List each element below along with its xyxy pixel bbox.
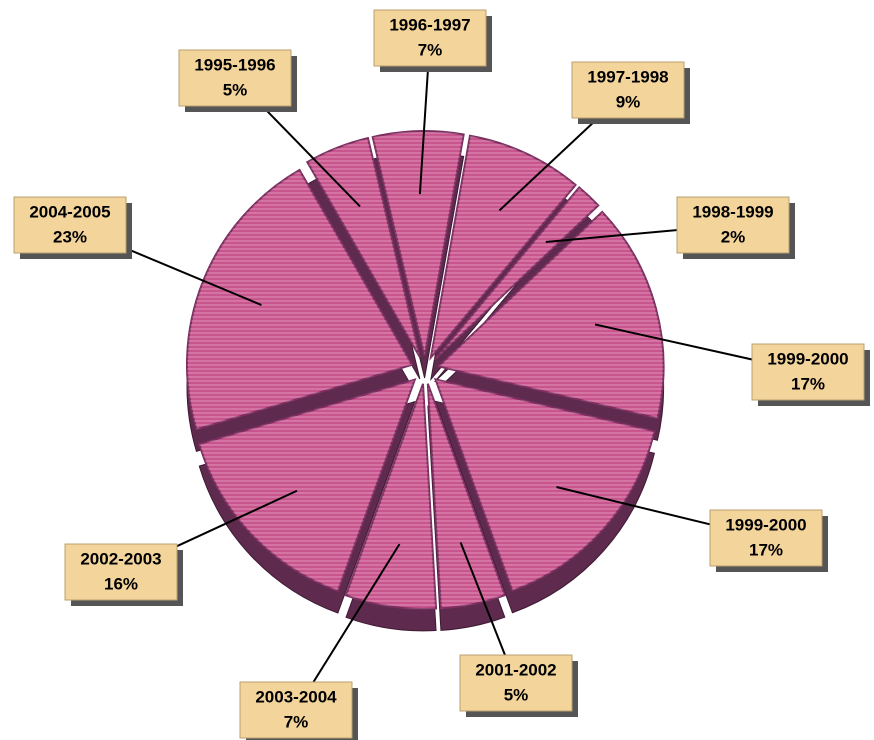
callout-category: 2002-2003	[80, 549, 161, 568]
callout-value: 7%	[418, 40, 443, 59]
callout-category: 1999-2000	[725, 515, 806, 534]
slice-texture	[346, 383, 437, 609]
callout-category: 2004-2005	[29, 202, 110, 221]
callout-value: 7%	[284, 712, 309, 731]
callout-category: 2001-2002	[475, 660, 556, 679]
slice-texture	[427, 383, 505, 609]
callout-value: 23%	[53, 227, 87, 246]
slice-texture	[186, 169, 412, 430]
callout-box	[676, 196, 790, 254]
callout-value: 5%	[223, 80, 248, 99]
callout-box	[13, 196, 127, 254]
callout-value: 17%	[791, 374, 825, 393]
callout-box	[709, 509, 823, 567]
callout-value: 17%	[749, 540, 783, 559]
slice-texture	[372, 131, 464, 357]
callout-category: 1999-2000	[767, 349, 848, 368]
callout-category: 2003-2004	[255, 687, 337, 706]
callout-category: 1998-1999	[692, 202, 773, 221]
slice-texture	[199, 379, 415, 592]
callout-box	[64, 543, 178, 601]
slice-texture	[307, 138, 420, 357]
slice-texture	[430, 135, 576, 358]
callout-box	[571, 61, 685, 119]
callout-category: 1996-1997	[389, 15, 470, 34]
callout-category: 1995-1996	[194, 55, 275, 74]
pie	[186, 130, 665, 610]
callouts: 1995-1996 5% 1996-1997 7% 1997-1998 9% 1998-19…	[13, 9, 870, 740]
callout-value: 16%	[104, 574, 138, 593]
callout-box	[373, 9, 487, 67]
callout-value: 9%	[616, 92, 641, 111]
callout-box	[178, 49, 292, 107]
slice-texture	[438, 211, 664, 419]
callout-value: 2%	[721, 227, 746, 246]
slice-texture	[435, 379, 655, 591]
callout-box	[459, 654, 573, 712]
callout-category: 1997-1998	[587, 67, 668, 86]
callout-box	[751, 343, 865, 401]
slice-texture	[434, 187, 599, 360]
callout-box	[239, 681, 353, 739]
callout-value: 5%	[504, 685, 529, 704]
